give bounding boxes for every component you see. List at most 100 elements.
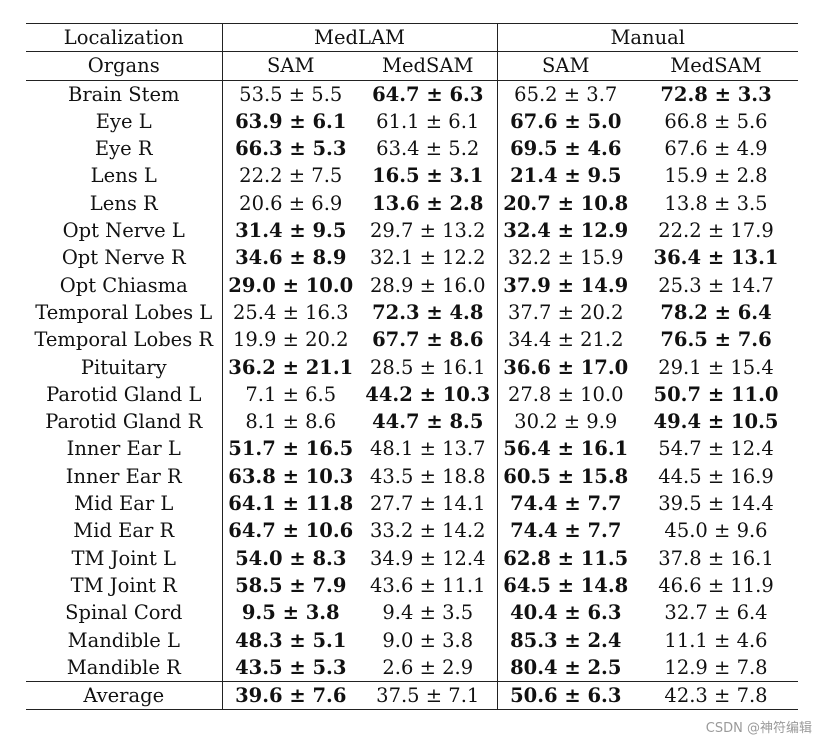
group-header-medlam: MedLAM xyxy=(222,22,498,53)
cell-value: 12.9 ± 7.8 xyxy=(664,655,768,679)
header-row-methods: Organs SAM MedSAM SAM MedSAM xyxy=(26,51,799,81)
table-row: Parotid Gland L 7.1 ± 6.5 44.2 ± 10.3 27.8 … xyxy=(26,380,798,409)
cell-value: 2.6 ± 2.9 xyxy=(382,655,474,679)
value-cell: 27.8 ± 10.0 xyxy=(497,381,634,408)
cell-value: 72.3 ± 4.8 xyxy=(372,300,484,324)
row-label: Eye L xyxy=(26,107,223,136)
method-header: MedSAM xyxy=(634,51,799,81)
value-cell: 13.6 ± 2.8 xyxy=(359,189,498,218)
value-cell: 63.8 ± 10.3 xyxy=(222,463,359,490)
value-cell: 42.3 ± 7.8 xyxy=(634,681,799,711)
value-cell: 67.6 ± 5.0 xyxy=(497,108,634,135)
cell-value: 64.5 ± 14.8 xyxy=(503,573,629,597)
cell-value: 60.5 ± 15.8 xyxy=(503,464,629,488)
row-label: Lens L xyxy=(26,162,223,190)
cell-value: 63.9 ± 6.1 xyxy=(235,109,347,133)
value-cell: 53.5 ± 5.5 xyxy=(222,80,359,108)
table-row: Eye R 66.3 ± 5.3 63.4 ± 5.2 69.5 ± 4.6 67.6 … xyxy=(26,135,798,163)
results-table: Localization MedLAM Manual Organs SAM Me… xyxy=(26,22,799,711)
cell-value: 32.4 ± 12.9 xyxy=(503,219,629,243)
value-cell: 43.6 ± 11.1 xyxy=(359,571,498,600)
cell-value: 43.6 ± 11.1 xyxy=(369,573,486,597)
cell-value: 25.4 ± 16.3 xyxy=(232,300,349,324)
cell-value: 11.1 ± 4.6 xyxy=(664,628,768,652)
cell-value: 22.2 ± 17.9 xyxy=(658,219,774,243)
value-cell: 9.0 ± 3.8 xyxy=(359,626,498,654)
cell-value: 7.1 ± 6.5 xyxy=(245,382,337,406)
table-row: Mandible L 48.3 ± 5.1 9.0 ± 3.8 85.3 ± 2.4 1… xyxy=(26,626,798,654)
value-cell: 69.5 ± 4.6 xyxy=(497,135,634,162)
value-cell: 37.9 ± 14.9 xyxy=(497,272,634,299)
cell-value: 54.0 ± 8.3 xyxy=(235,546,347,570)
value-cell: 29.7 ± 13.2 xyxy=(359,217,498,245)
cell-value: 74.4 ± 7.7 xyxy=(510,492,622,516)
value-cell: 33.2 ± 14.2 xyxy=(359,517,498,545)
value-cell: 56.4 ± 16.1 xyxy=(497,435,634,462)
cell-value: 8.1 ± 8.6 xyxy=(245,410,337,434)
value-cell: 9.5 ± 3.8 xyxy=(222,599,359,626)
value-cell: 48.1 ± 13.7 xyxy=(359,435,498,463)
value-cell: 19.9 ± 20.2 xyxy=(222,326,359,353)
cell-value: 44.5 ± 16.9 xyxy=(658,464,774,488)
row-label: Eye R xyxy=(26,135,223,163)
value-cell: 32.1 ± 12.2 xyxy=(359,244,498,272)
value-cell: 60.5 ± 15.8 xyxy=(497,463,634,490)
value-cell: 32.4 ± 12.9 xyxy=(497,217,634,244)
row-label: Opt Nerve R xyxy=(26,244,223,272)
row-label: Inner Ear R xyxy=(26,462,223,491)
table-row: Inner Ear R 63.8 ± 10.3 43.5 ± 18.8 60.5 ± … xyxy=(26,462,798,491)
value-cell: 29.0 ± 10.0 xyxy=(222,272,359,299)
row-label: Inner Ear L xyxy=(26,435,223,463)
value-cell: 44.2 ± 10.3 xyxy=(359,380,498,409)
cell-value: 63.4 ± 5.2 xyxy=(376,137,480,161)
cell-value: 34.9 ± 12.4 xyxy=(369,546,486,570)
value-cell: 15.9 ± 2.8 xyxy=(634,162,798,189)
table-row: TM Joint R 58.5 ± 7.9 43.6 ± 11.1 64.5 ± 14… xyxy=(26,571,798,600)
table-row: Mid Ear R 64.7 ± 10.6 33.2 ± 14.2 74.4 ± 7.… xyxy=(26,517,798,545)
value-cell: 7.1 ± 6.5 xyxy=(222,381,359,408)
value-cell: 61.1 ± 6.1 xyxy=(359,107,498,136)
value-cell: 40.4 ± 6.3 xyxy=(497,599,634,626)
value-cell: 78.2 ± 6.4 xyxy=(634,299,798,326)
value-cell: 67.6 ± 4.9 xyxy=(634,135,798,162)
row-label: Parotid Gland L xyxy=(26,380,223,409)
value-cell: 39.6 ± 7.6 xyxy=(222,681,359,711)
value-cell: 28.9 ± 16.0 xyxy=(359,271,498,299)
table-row: Opt Chiasma 29.0 ± 10.0 28.9 ± 16.0 37.9 ± … xyxy=(26,271,798,299)
table-row: Mandible R 43.5 ± 5.3 2.6 ± 2.9 80.4 ± 2.5 1… xyxy=(26,653,798,682)
value-cell: 13.8 ± 3.5 xyxy=(634,190,798,217)
table-row: Opt Nerve R 34.6 ± 8.9 32.1 ± 12.2 32.2 ± 1… xyxy=(26,244,798,272)
value-cell: 21.4 ± 9.5 xyxy=(497,162,634,189)
row-label: Mandible R xyxy=(26,653,223,682)
value-cell: 45.0 ± 9.6 xyxy=(634,517,798,544)
row-label: Opt Chiasma xyxy=(26,271,223,299)
value-cell: 44.5 ± 16.9 xyxy=(634,463,798,490)
method-header: MedSAM xyxy=(359,51,498,81)
cell-value: 80.4 ± 2.5 xyxy=(510,655,622,679)
value-cell: 22.2 ± 7.5 xyxy=(222,162,359,189)
cell-value: 44.2 ± 10.3 xyxy=(365,382,491,406)
cell-value: 20.7 ± 10.8 xyxy=(503,191,629,215)
value-cell: 48.3 ± 5.1 xyxy=(222,627,359,654)
value-cell: 37.8 ± 16.1 xyxy=(634,545,798,572)
row-label: Lens R xyxy=(26,189,223,218)
value-cell: 36.2 ± 21.1 xyxy=(222,354,359,381)
cell-value: 19.9 ± 20.2 xyxy=(232,328,349,352)
value-cell: 32.7 ± 6.4 xyxy=(634,599,798,626)
cell-value: 29.7 ± 13.2 xyxy=(369,219,486,243)
value-cell: 25.3 ± 14.7 xyxy=(634,272,798,299)
cell-value: 22.2 ± 7.5 xyxy=(239,164,343,188)
cell-value: 32.7 ± 6.4 xyxy=(664,601,768,625)
value-cell: 85.3 ± 2.4 xyxy=(497,627,634,654)
cell-value: 30.2 ± 9.9 xyxy=(514,410,618,434)
value-cell: 27.7 ± 14.1 xyxy=(359,490,498,518)
value-cell: 54.0 ± 8.3 xyxy=(222,545,359,572)
table-row: Mid Ear L 64.1 ± 11.8 27.7 ± 14.1 74.4 ± 7.… xyxy=(26,490,798,518)
cell-value: 44.7 ± 8.5 xyxy=(372,410,484,434)
cell-value: 45.0 ± 9.6 xyxy=(664,519,768,543)
cell-value: 48.3 ± 5.1 xyxy=(235,628,347,652)
cell-value: 49.4 ± 10.5 xyxy=(653,410,779,434)
cell-value: 43.5 ± 5.3 xyxy=(235,655,347,679)
cell-value: 74.4 ± 7.7 xyxy=(510,519,622,543)
row-label: Mid Ear R xyxy=(26,517,223,545)
